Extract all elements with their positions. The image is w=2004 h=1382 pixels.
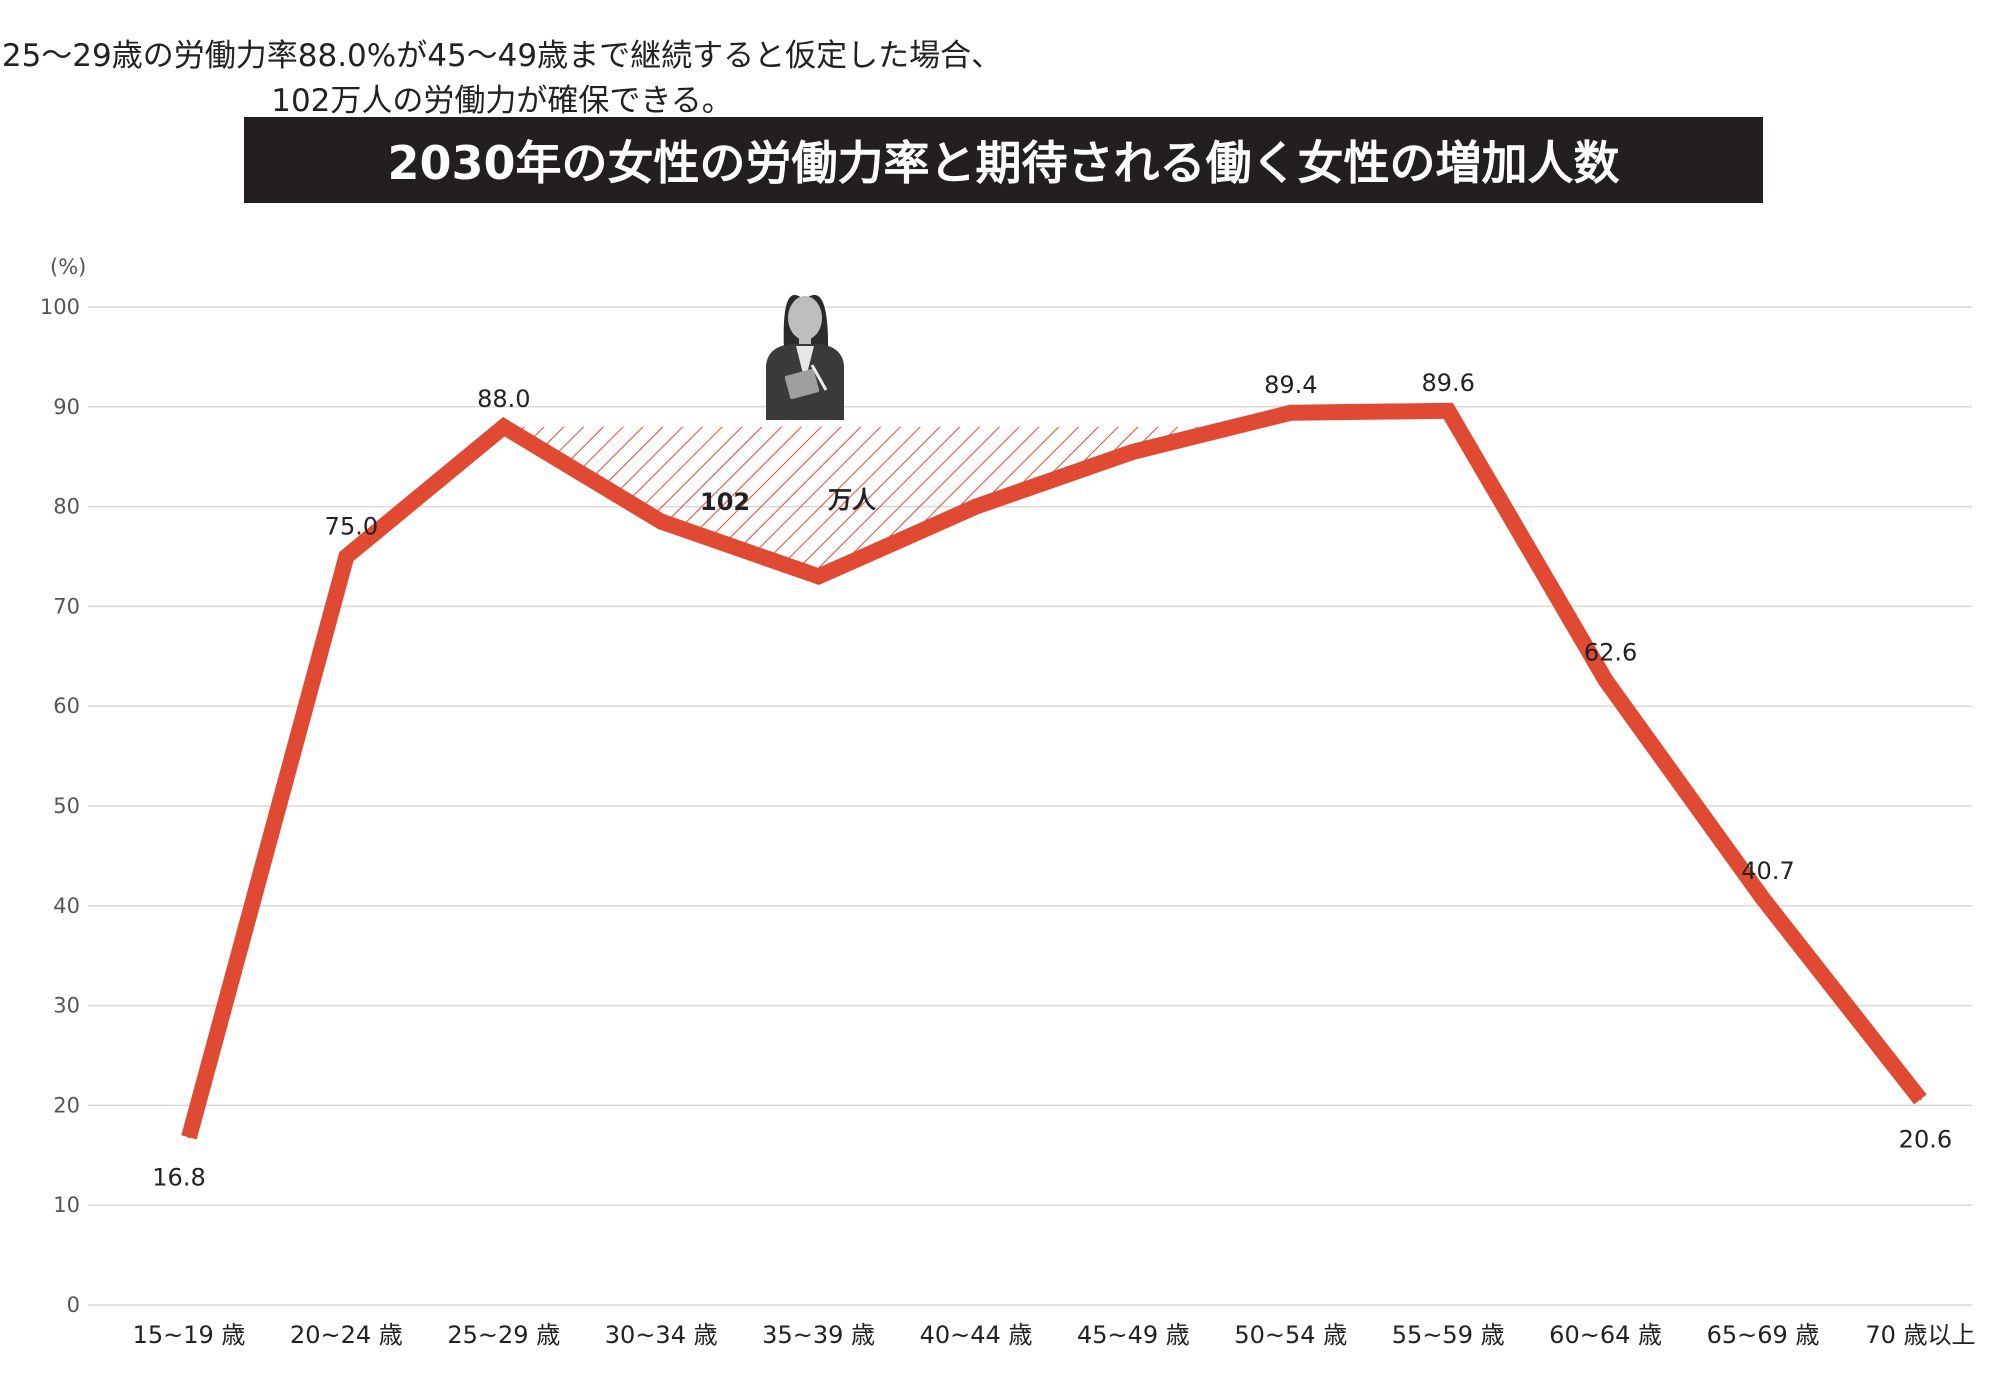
- y-tick-label: 40: [53, 894, 80, 918]
- businesswoman-icon: [766, 294, 844, 420]
- x-tick-label: 70 歳以上: [1865, 1321, 1975, 1349]
- data-point: [660, 520, 663, 523]
- series-line: [181, 402, 1927, 1140]
- data-point: [817, 575, 820, 578]
- data-point: [1919, 1098, 1922, 1101]
- x-tick-label: 40~44 歳: [920, 1321, 1033, 1349]
- data-point: [1447, 409, 1450, 412]
- x-tick-label: 15~19 歳: [133, 1321, 246, 1349]
- callout: 102 万人: [700, 486, 876, 516]
- data-point: [1762, 897, 1764, 900]
- chart-title-text: 2030年の女性の労働力率と期待される働く女性の増加人数: [387, 136, 1620, 190]
- icon-collar: [796, 346, 814, 382]
- subtitle: 25～29歳の労働力率88.0%が45～49歳まで継続すると仮定した場合、102…: [1, 38, 1003, 119]
- x-axis: 15~19 歳 20~24 歳 25~29 歳 30~34 歳 35~39 歳 40~44…: [133, 1321, 1976, 1349]
- series: [181, 402, 1927, 1140]
- icon-pen: [810, 364, 828, 391]
- data-point: [1289, 411, 1292, 414]
- x-tick-label: 45~49 歳: [1077, 1321, 1190, 1349]
- y-tick-label: 100: [40, 295, 80, 319]
- y-tick-label: 60: [53, 694, 80, 718]
- data-point: [345, 555, 348, 558]
- y-tick-label: 30: [53, 994, 80, 1018]
- y-tick-label: 20: [53, 1093, 80, 1117]
- chart-title: 2030年の女性の労働力率と期待される働く女性の増加人数: [244, 117, 1763, 203]
- data-label: 89.4: [1264, 371, 1317, 399]
- y-tick-label: 50: [53, 794, 80, 818]
- icon-face: [788, 296, 822, 340]
- shaded-region: [503, 426, 1235, 577]
- y-tick-label: 70: [53, 594, 80, 618]
- data-label: 16.8: [152, 1163, 205, 1191]
- grid: [88, 306, 1972, 1306]
- icon-notepad: [784, 368, 820, 400]
- data-label: 75.0: [325, 513, 378, 541]
- x-tick-label: 20~24 歳: [290, 1321, 403, 1349]
- x-tick-label: 30~34 歳: [605, 1321, 718, 1349]
- y-tick-label: 0: [67, 1293, 80, 1317]
- data-labels: 16.8 75.0 88.0 89.4 89.6 62.6 40.7 20.6: [152, 369, 1952, 1192]
- x-tick-label: 35~39 歳: [762, 1321, 875, 1349]
- callout-unit: 万人: [828, 486, 876, 514]
- x-tick-label: 55~59 歳: [1392, 1321, 1505, 1349]
- data-label: 62.6: [1584, 638, 1637, 666]
- y-tick-label: 10: [53, 1193, 80, 1217]
- x-tick-label: 25~29 歳: [447, 1321, 560, 1349]
- hatched-area: [503, 426, 1235, 577]
- y-tick-label: 80: [53, 495, 80, 519]
- y-tick-label: 90: [53, 395, 80, 419]
- data-point: [1132, 450, 1135, 453]
- y-axis-label: (%): [50, 255, 86, 279]
- x-tick-label: 60~64 歳: [1549, 1321, 1662, 1349]
- data-label: 88.0: [477, 385, 530, 413]
- x-tick-label: 65~69 歳: [1707, 1321, 1820, 1349]
- data-label: 40.7: [1741, 857, 1794, 885]
- data-point: [975, 505, 977, 508]
- data-label: 89.6: [1421, 369, 1474, 397]
- callout-number: 102: [700, 488, 750, 516]
- x-tick-label: 50~54 歳: [1234, 1321, 1347, 1349]
- data-label: 20.6: [1899, 1125, 1952, 1153]
- data-point: [1604, 679, 1607, 682]
- y-axis: 0 10 20 30 40 50 60 70 80 90 100 (%): [40, 255, 86, 1317]
- data-point: [188, 1136, 190, 1139]
- data-point: [502, 425, 505, 428]
